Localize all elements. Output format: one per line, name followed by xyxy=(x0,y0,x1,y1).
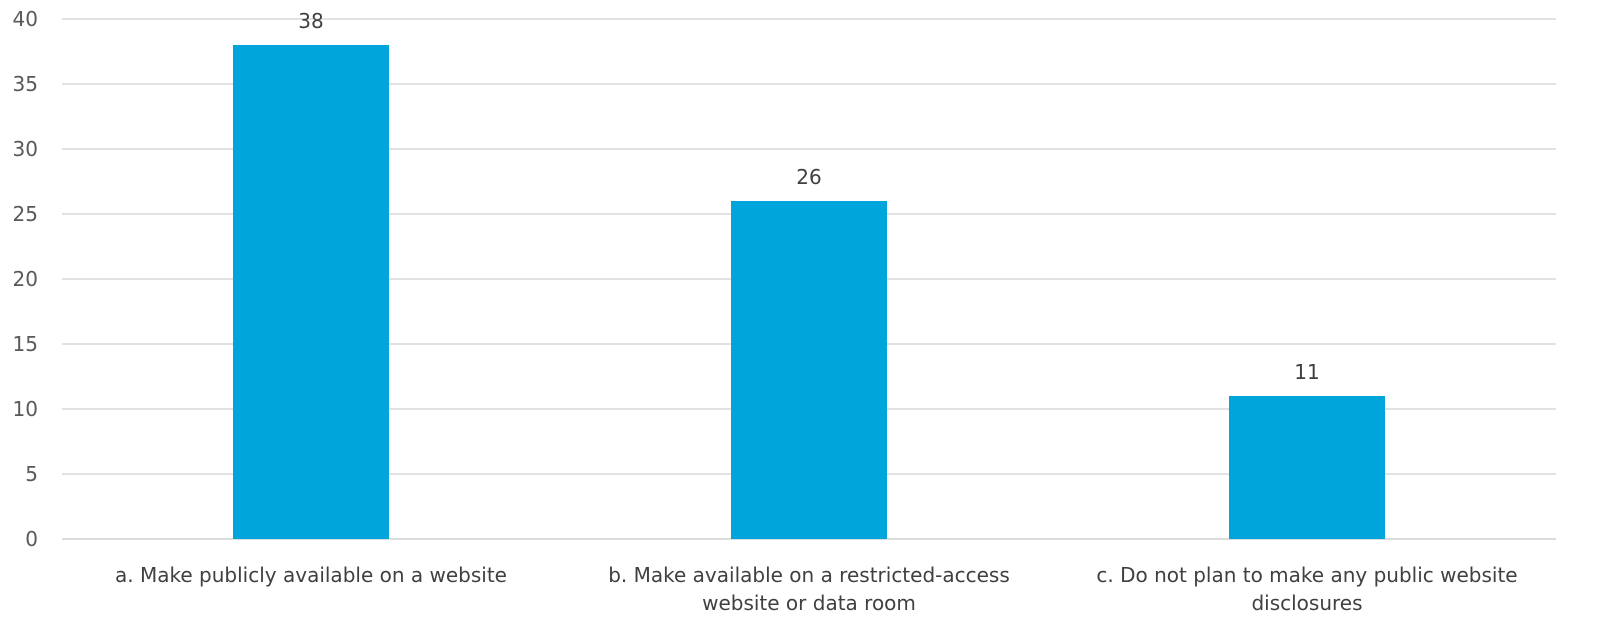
data-label: 26 xyxy=(796,165,821,189)
category-label: c. Do not plan to make any public websit… xyxy=(1096,563,1517,587)
y-tick-label: 10 xyxy=(13,397,38,421)
y-tick-label: 30 xyxy=(13,137,38,161)
bar xyxy=(731,201,887,539)
y-tick-label: 15 xyxy=(13,332,38,356)
y-tick-label: 20 xyxy=(13,267,38,291)
bar xyxy=(233,45,389,539)
y-tick-label: 40 xyxy=(13,7,38,31)
bar xyxy=(1229,396,1385,539)
y-tick-label: 35 xyxy=(13,72,38,96)
bars xyxy=(233,45,1385,539)
y-tick-label: 5 xyxy=(25,462,38,486)
data-labels: 38 26 11 xyxy=(298,9,1319,384)
x-axis-tick-labels: a. Make publicly available on a website b… xyxy=(115,563,1518,615)
y-tick-label: 25 xyxy=(13,202,38,226)
category-label: disclosures xyxy=(1251,591,1362,615)
category-label: b. Make available on a restricted-access xyxy=(608,563,1010,587)
data-label: 38 xyxy=(298,9,323,33)
y-tick-label: 0 xyxy=(25,527,38,551)
category-label: a. Make publicly available on a website xyxy=(115,563,507,587)
data-label: 11 xyxy=(1294,360,1319,384)
y-axis-tick-labels: 0 5 10 15 20 25 30 35 40 xyxy=(13,7,38,551)
category-label: website or data room xyxy=(702,591,916,615)
